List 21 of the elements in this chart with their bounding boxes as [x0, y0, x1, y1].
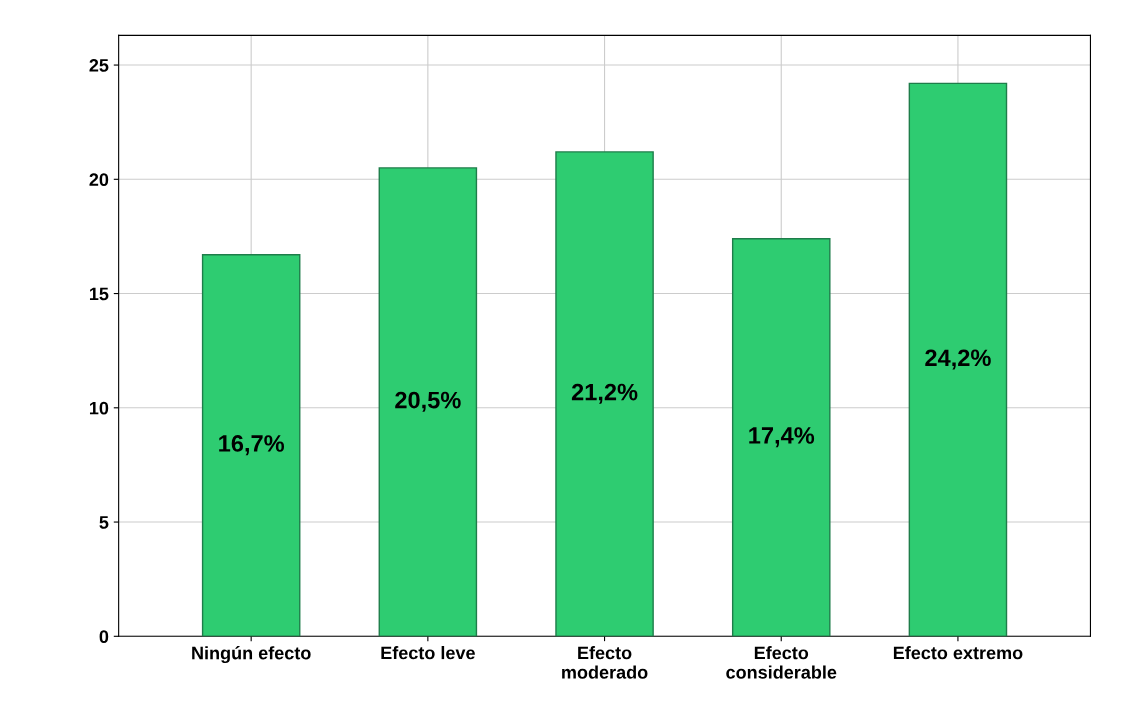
bar — [731, 238, 831, 637]
y-tick-label: 25 — [89, 58, 109, 72]
x-tick-label: Efecto moderado — [562, 646, 648, 679]
x-tick-label: Efecto extremo — [893, 646, 1023, 660]
y-tick-label: 5 — [99, 516, 109, 529]
bar — [555, 151, 654, 637]
y-tick-label: 15 — [89, 287, 109, 301]
bar — [908, 82, 1008, 637]
data-label: 20,5% — [395, 391, 461, 412]
data-label: 24,2% — [925, 349, 991, 370]
bar — [201, 254, 301, 637]
data-label: 16,7% — [219, 435, 285, 456]
x-tick-label: Ningún efecto — [192, 646, 311, 664]
y-tick-label: 0 — [99, 630, 109, 644]
y-tick-label: 20 — [89, 173, 109, 187]
data-label: 17,4% — [749, 427, 815, 448]
x-tick-label: Efecto leve — [381, 646, 475, 660]
bar — [378, 167, 478, 637]
x-tick-label: Efecto considerable — [726, 646, 837, 679]
data-label: 21,2% — [571, 383, 638, 404]
y-tick-label: 10 — [89, 401, 109, 415]
